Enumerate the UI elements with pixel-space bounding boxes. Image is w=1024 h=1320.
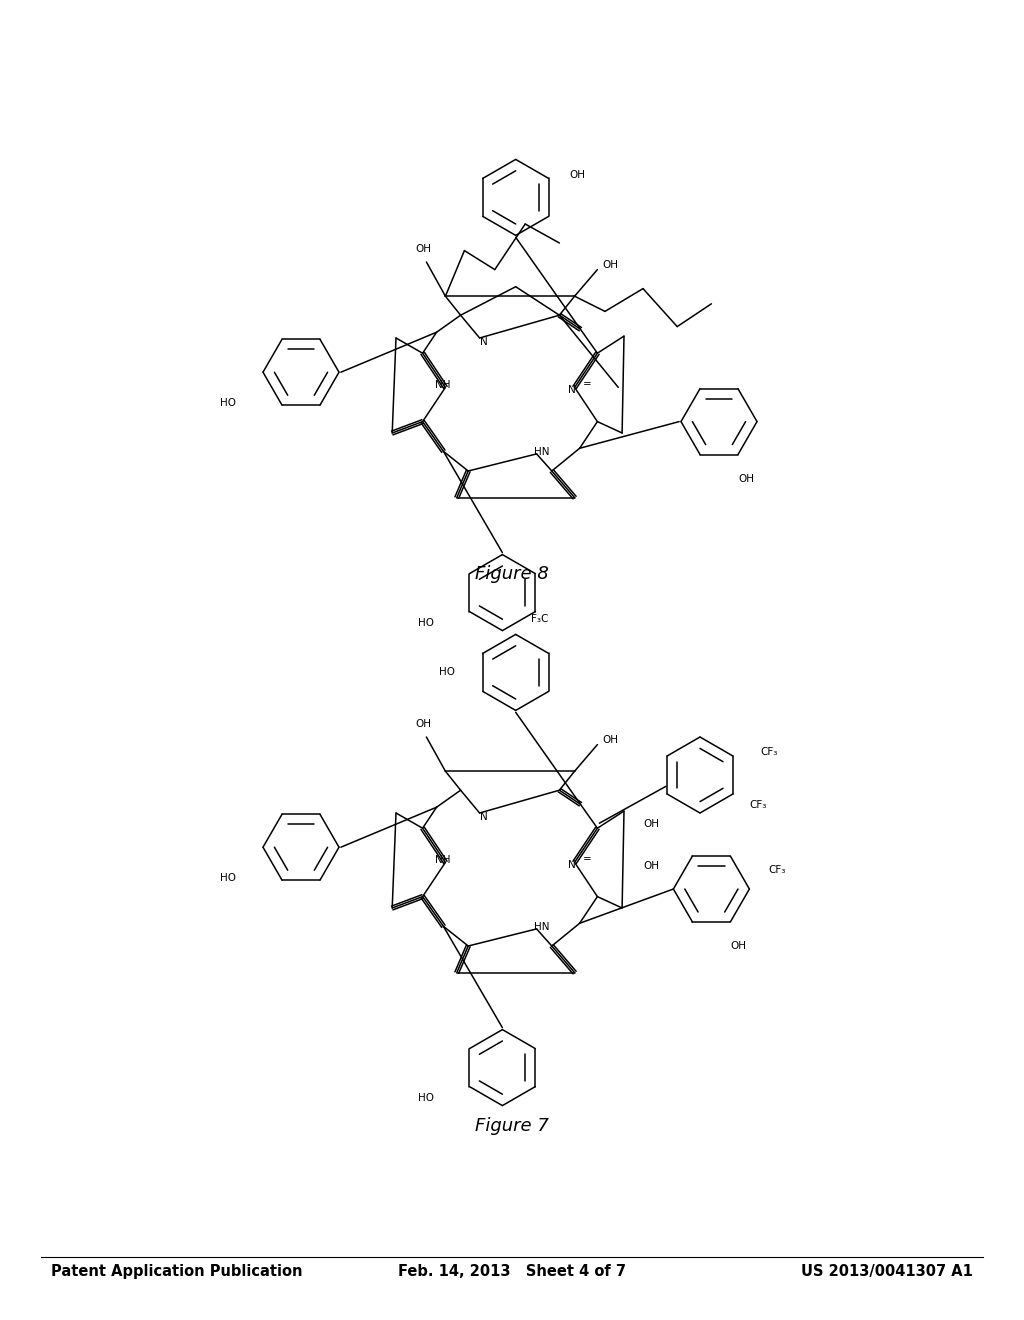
Text: OH: OH	[569, 169, 585, 180]
Text: NH: NH	[434, 380, 451, 391]
Text: HO: HO	[418, 1093, 434, 1104]
Text: HO: HO	[439, 668, 455, 677]
Text: OH: OH	[602, 735, 618, 744]
Text: =: =	[583, 379, 591, 389]
Text: N: N	[567, 861, 575, 870]
Text: Feb. 14, 2013   Sheet 4 of 7: Feb. 14, 2013 Sheet 4 of 7	[398, 1265, 626, 1279]
Text: HO: HO	[418, 618, 434, 628]
Text: N: N	[567, 385, 575, 396]
Text: Figure 8: Figure 8	[475, 565, 549, 583]
Text: HO: HO	[220, 397, 237, 408]
Text: HN: HN	[534, 447, 549, 457]
Text: CF₃: CF₃	[768, 865, 785, 875]
Text: Figure 7: Figure 7	[475, 1117, 549, 1135]
Text: OH: OH	[730, 941, 746, 950]
Text: US 2013/0041307 A1: US 2013/0041307 A1	[801, 1265, 973, 1279]
Text: N: N	[479, 812, 487, 822]
Text: HO: HO	[220, 873, 237, 883]
Text: OH: OH	[738, 474, 754, 483]
Text: HN: HN	[534, 921, 549, 932]
Text: F₃C: F₃C	[530, 614, 548, 624]
Text: OH: OH	[416, 244, 431, 253]
Text: CF₃: CF₃	[761, 747, 778, 758]
Text: CF₃: CF₃	[750, 800, 767, 810]
Text: N: N	[479, 337, 487, 347]
Text: OH: OH	[602, 260, 618, 269]
Text: =: =	[583, 854, 591, 865]
Text: OH: OH	[643, 861, 659, 871]
Text: NH: NH	[434, 855, 451, 866]
Text: Patent Application Publication: Patent Application Publication	[51, 1265, 303, 1279]
Text: OH: OH	[643, 820, 659, 829]
Text: OH: OH	[416, 719, 431, 729]
